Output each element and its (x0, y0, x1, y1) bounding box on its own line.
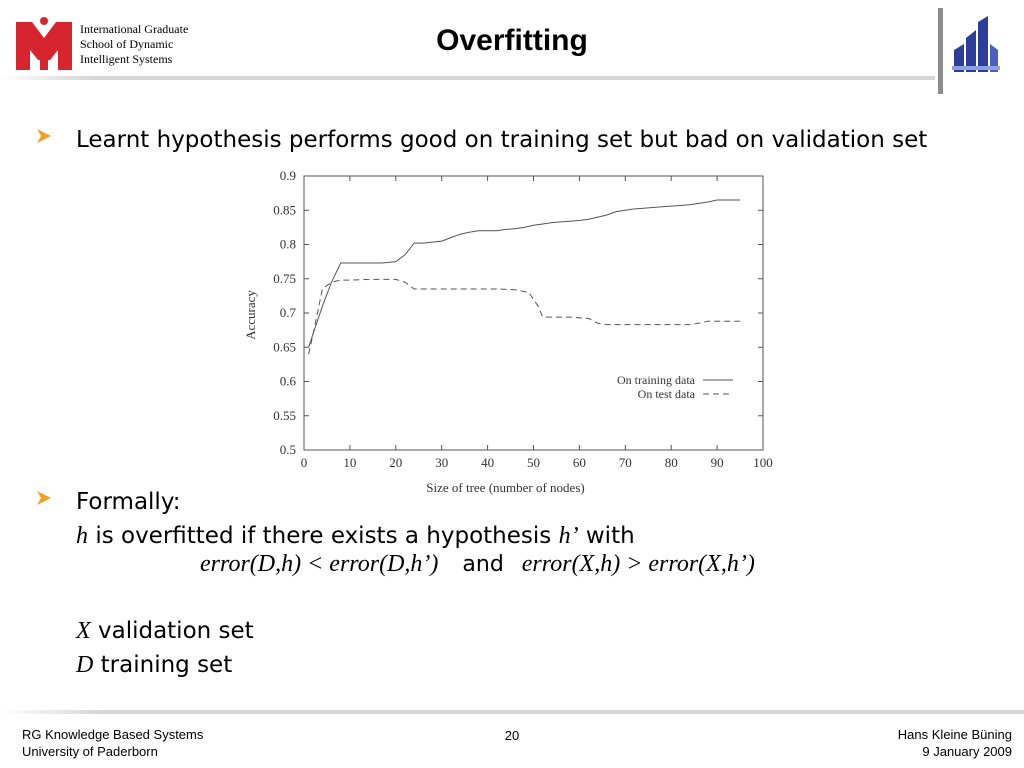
footer-left: RG Knowledge Based Systems University of… (22, 726, 203, 760)
overfit-text: is overfitted if there exists a hypothes… (95, 523, 552, 549)
bullet-arrow-icon (37, 491, 51, 505)
y-tick-label: 0.5 (280, 442, 296, 457)
bullet-item: Formally: h is overfitted if there exist… (36, 485, 996, 553)
bullet-heading: Formally: (76, 489, 181, 515)
page-number: 20 (504, 728, 520, 743)
overfit-formulas: error(D,h) < error(D,h’) and error(X,h) > … (200, 551, 755, 578)
y-tick-label: 0.55 (273, 408, 296, 423)
y-tick-label: 0.8 (280, 237, 296, 252)
x-tick-label: 80 (665, 455, 678, 470)
footer-group: RG Knowledge Based Systems (22, 727, 204, 742)
x-tick-label: 10 (343, 455, 356, 470)
h-variable: h (76, 523, 88, 549)
footer-date: 9 January 2009 (922, 744, 1012, 759)
x-description: validation set (97, 618, 254, 644)
x-tick-label: 60 (573, 455, 586, 470)
x-definition: X validation set (76, 618, 254, 645)
x-tick-label: 30 (435, 455, 448, 470)
formula-validation-error: error(X,h) > error(X,h’) (521, 551, 755, 577)
y-tick-label: 0.75 (273, 271, 296, 286)
y-tick-label: 0.7 (280, 305, 297, 320)
accuracy-line-chart: 0 10 20 30 40 50 60 70 80 90 100 0.5 0.55 0.6 0.65 0.7 0… (243, 168, 773, 495)
institute-line: School of Dynamic (80, 37, 174, 51)
y-tick-label: 0.9 (280, 168, 296, 183)
series-line-training (308, 199, 740, 348)
d-definition: D training set (76, 652, 232, 679)
x-tick-label: 70 (619, 455, 632, 470)
and-text: and (462, 552, 504, 577)
header-divider (0, 76, 935, 80)
bullet-arrow-icon (37, 129, 51, 143)
institute-line: Intelligent Systems (80, 52, 173, 66)
d-variable: D (76, 652, 94, 678)
header-vertical-bar (938, 8, 943, 94)
y-axis-label: Accuracy (243, 290, 258, 340)
slide-title: Overfitting (436, 24, 588, 57)
series-line-test (308, 278, 740, 355)
x-tick-label: 20 (389, 455, 402, 470)
footer-author: Hans Kleine Büning (897, 727, 1012, 742)
university-logo (952, 16, 1000, 72)
footer-divider (0, 710, 1024, 714)
overfit-definition: h is overfitted if there exists a hypoth… (36, 519, 996, 553)
formula-training-error: error(D,h) < error(D,h’) (200, 551, 439, 577)
legend-label: On test data (638, 387, 696, 401)
y-tick-label: 0.85 (273, 202, 296, 217)
h-prime-variable: h’ (558, 523, 579, 549)
x-tick-label: 90 (711, 455, 724, 470)
y-tick-label: 0.6 (280, 374, 297, 389)
plot-frame (303, 175, 764, 451)
footer-university: University of Paderborn (22, 744, 158, 759)
institute-line: International Graduate (80, 22, 189, 36)
y-tick-label: 0.65 (273, 339, 296, 354)
x-tick-label: 100 (753, 455, 773, 470)
x-tick-label: 40 (481, 455, 494, 470)
x-tick-label: 50 (527, 455, 540, 470)
institute-logo (16, 17, 72, 70)
institute-name: International Graduate School of Dynamic… (80, 22, 188, 67)
legend-label: On training data (617, 373, 696, 387)
bullet-text: Learnt hypothesis performs good on train… (76, 127, 928, 153)
footer-right: Hans Kleine Büning 9 January 2009 (898, 726, 1012, 760)
d-description: training set (100, 652, 233, 678)
x-variable: X (76, 618, 91, 644)
x-axis-label: Size of tree (number of nodes) (426, 480, 584, 495)
with-text: with (585, 523, 635, 549)
x-tick-label: 0 (301, 455, 308, 470)
bullet-item: Learnt hypothesis performs good on train… (36, 123, 996, 157)
